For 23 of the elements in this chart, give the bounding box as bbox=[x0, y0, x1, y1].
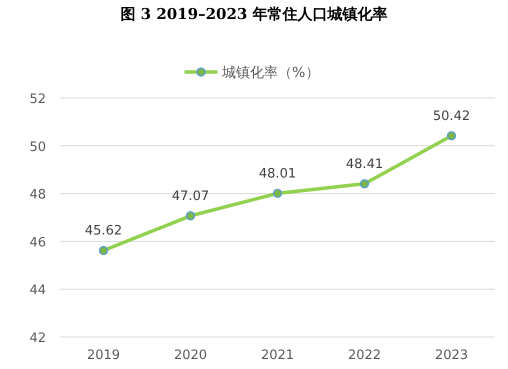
data-label: 48.01 bbox=[258, 166, 296, 182]
data-label: 48.41 bbox=[346, 156, 384, 172]
data-label: 47.07 bbox=[172, 188, 210, 204]
x-tick-label: 2021 bbox=[260, 348, 294, 363]
x-tick-label: 2023 bbox=[434, 348, 468, 363]
point bbox=[98, 246, 108, 256]
x-tick-label: 2022 bbox=[348, 348, 382, 363]
chart-title: 图 3 2019–2023 年常住人口城镇化率 bbox=[120, 5, 388, 23]
y-tick-label: 52 bbox=[29, 92, 46, 107]
legend-label: 城镇化率（%） bbox=[221, 65, 320, 81]
point bbox=[186, 211, 196, 220]
point bbox=[272, 188, 282, 198]
y-tick-label: 48 bbox=[29, 188, 46, 203]
y-tick-label: 44 bbox=[29, 283, 46, 298]
point bbox=[446, 131, 456, 140]
y-tick-label: 42 bbox=[29, 331, 46, 346]
x-tick-label: 2020 bbox=[174, 348, 208, 363]
data-label: 50.42 bbox=[432, 108, 470, 124]
x-tick-label: 2019 bbox=[86, 348, 120, 363]
y-tick-label: 46 bbox=[29, 235, 46, 250]
data-label: 45.62 bbox=[84, 223, 122, 238]
point bbox=[360, 179, 370, 188]
y-tick-label: 50 bbox=[29, 140, 46, 155]
